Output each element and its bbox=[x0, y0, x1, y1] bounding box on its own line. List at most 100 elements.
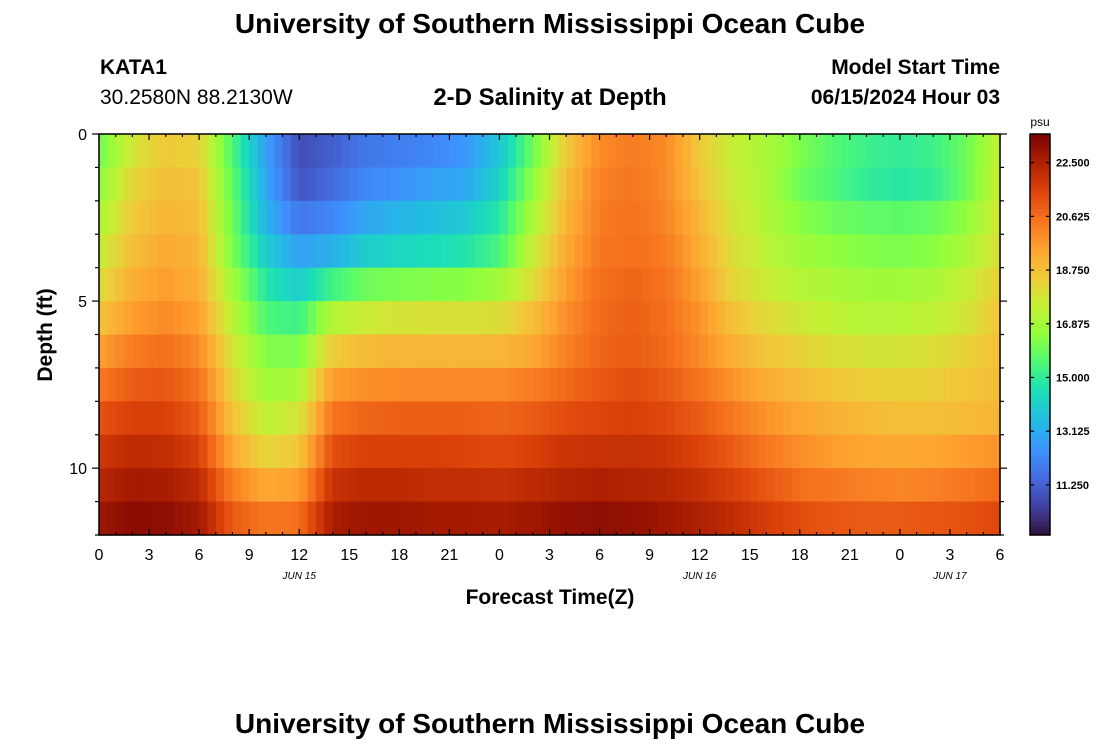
heatmap-cell bbox=[916, 367, 926, 402]
heatmap-cell bbox=[199, 501, 209, 536]
heatmap-cell bbox=[557, 301, 567, 336]
heatmap-cell bbox=[966, 134, 976, 169]
heatmap-cell bbox=[866, 234, 876, 269]
heatmap-cell bbox=[299, 167, 309, 202]
heatmap-cell bbox=[265, 501, 275, 536]
heatmap-cell bbox=[624, 501, 634, 536]
heatmap-cell bbox=[833, 334, 843, 369]
heatmap-cell bbox=[899, 234, 909, 269]
heatmap-cell bbox=[941, 434, 951, 469]
x-axis-label: Forecast Time(Z) bbox=[466, 586, 635, 609]
heatmap-cell bbox=[491, 434, 501, 469]
heatmap-cell bbox=[966, 401, 976, 436]
heatmap-cell bbox=[499, 367, 509, 402]
heatmap-cell bbox=[824, 267, 834, 302]
heatmap-cell bbox=[182, 234, 192, 269]
heatmap-cell bbox=[365, 367, 375, 402]
heatmap-cell bbox=[858, 367, 868, 402]
heatmap-cell bbox=[140, 234, 150, 269]
heatmap-cell bbox=[457, 334, 467, 369]
heatmap-cell bbox=[299, 501, 309, 536]
heatmap-cell bbox=[374, 301, 384, 336]
heatmap-cell bbox=[791, 134, 801, 169]
heatmap-cell bbox=[290, 468, 300, 503]
heatmap-cell bbox=[282, 501, 292, 536]
heatmap-cell bbox=[315, 401, 325, 436]
heatmap-cell bbox=[315, 267, 325, 302]
heatmap-cell bbox=[390, 401, 400, 436]
heatmap-cell bbox=[124, 167, 133, 202]
heatmap-cell bbox=[257, 134, 267, 169]
heatmap-cell bbox=[416, 501, 425, 536]
heatmap-cell bbox=[799, 134, 809, 169]
heatmap-cell bbox=[382, 468, 392, 503]
heatmap-cell bbox=[349, 134, 359, 169]
heatmap-cell bbox=[532, 134, 542, 169]
heatmap-cell bbox=[491, 234, 501, 269]
heatmap-cell bbox=[941, 401, 951, 436]
heatmap-cell bbox=[224, 167, 234, 202]
heatmap-cell bbox=[666, 434, 676, 469]
heatmap-cell bbox=[190, 334, 200, 369]
heatmap-cell bbox=[307, 434, 317, 469]
heatmap-cell bbox=[899, 434, 909, 469]
heatmap-cell bbox=[115, 167, 125, 202]
heatmap-cell bbox=[624, 301, 634, 336]
heatmap-cell bbox=[199, 434, 209, 469]
heatmap-cell bbox=[666, 267, 676, 302]
heatmap-cell bbox=[891, 134, 901, 169]
heatmap-cell bbox=[824, 468, 834, 503]
heatmap-cell bbox=[249, 200, 259, 235]
heatmap-cell bbox=[399, 501, 409, 536]
heatmap-cell bbox=[741, 367, 751, 402]
heatmap-cell bbox=[265, 200, 275, 235]
heatmap-cell bbox=[140, 501, 150, 536]
heatmap-cell bbox=[557, 134, 567, 169]
heatmap-cell bbox=[99, 434, 108, 469]
heatmap-cell bbox=[557, 167, 567, 202]
heatmap-cell bbox=[582, 134, 592, 169]
heatmap-cell bbox=[257, 301, 267, 336]
heatmap-cell bbox=[933, 367, 943, 402]
heatmap-cell bbox=[132, 234, 142, 269]
heatmap-cell bbox=[599, 200, 609, 235]
heatmap-cell bbox=[232, 167, 242, 202]
heatmap-cell bbox=[891, 167, 901, 202]
x-tick-label: 6 bbox=[595, 547, 604, 564]
heatmap-cell bbox=[115, 200, 125, 235]
heatmap-cell bbox=[507, 167, 517, 202]
heatmap-cell bbox=[599, 367, 609, 402]
heatmap-cell bbox=[340, 434, 350, 469]
heatmap-cell bbox=[666, 234, 676, 269]
heatmap-cell bbox=[457, 267, 467, 302]
heatmap-cell bbox=[324, 367, 334, 402]
heatmap-cell bbox=[315, 200, 325, 235]
heatmap-cell bbox=[382, 234, 392, 269]
heatmap-cell bbox=[140, 334, 150, 369]
colorbar-tick-label: 13.125 bbox=[1056, 426, 1090, 438]
heatmap-cell bbox=[849, 468, 859, 503]
heatmap-cell bbox=[974, 501, 984, 536]
heatmap-cell bbox=[674, 301, 684, 336]
heatmap-cell bbox=[207, 501, 217, 536]
heatmap-cell bbox=[516, 267, 526, 302]
heatmap-cell bbox=[691, 468, 701, 503]
heatmap-cell bbox=[708, 334, 717, 369]
heatmap-cell bbox=[290, 167, 300, 202]
heatmap-cell bbox=[441, 401, 450, 436]
heatmap-cell bbox=[657, 501, 667, 536]
heatmap-cell bbox=[824, 334, 834, 369]
heatmap-cell bbox=[99, 501, 108, 536]
heatmap-cell bbox=[157, 167, 167, 202]
heatmap-cell bbox=[215, 501, 225, 536]
heatmap-cell bbox=[174, 301, 184, 336]
heatmap-cell bbox=[357, 267, 367, 302]
colorbar-tick-label: 22.500 bbox=[1056, 158, 1090, 170]
heatmap-cell bbox=[991, 434, 1001, 469]
heatmap-cell bbox=[516, 334, 526, 369]
heatmap-cell bbox=[165, 167, 175, 202]
heatmap-cell bbox=[290, 200, 300, 235]
heatmap-cell bbox=[374, 267, 384, 302]
heatmap-cell bbox=[265, 134, 275, 169]
